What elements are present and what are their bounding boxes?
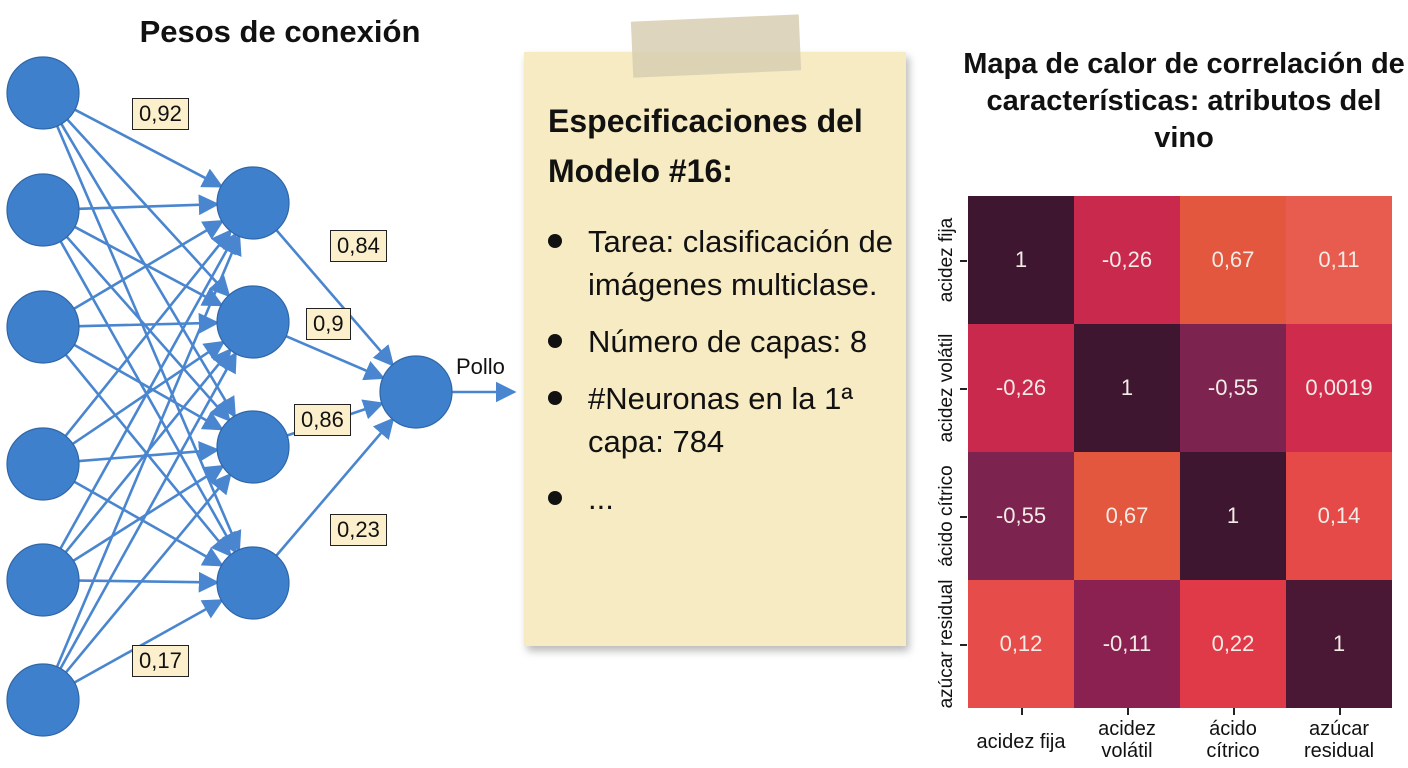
- heatmap-cell: 0,12: [968, 580, 1074, 708]
- heatmap-tick: [960, 516, 967, 518]
- heatmap-tick: [1339, 708, 1341, 715]
- heatmap-cell: -0,55: [968, 452, 1074, 580]
- weight-label: 0,17: [132, 645, 189, 677]
- heatmap-cell: 0,67: [1180, 196, 1286, 324]
- heatmap-col-label: ácido cítrico: [1173, 718, 1293, 762]
- connection-edge: [55, 233, 242, 668]
- connection-edge: [73, 599, 224, 684]
- heatmap-cell: 1: [1180, 452, 1286, 580]
- connection-edge: [74, 108, 224, 188]
- heatmap-col-label: acidez volátil: [1067, 718, 1187, 762]
- heatmap-tick: [960, 260, 967, 262]
- heatmap-col-label-text: azúcar residual: [1303, 718, 1375, 762]
- input-neuron: [6, 173, 80, 247]
- heatmap-cell: 0,22: [1180, 580, 1286, 708]
- hidden-neuron: [216, 285, 290, 359]
- heatmap-grid: 1 -0,26 0,67 0,11 -0,26 1 -0,55 0,0019 -0,55 0,67…: [968, 196, 1392, 708]
- heatmap-tick: [1233, 708, 1235, 715]
- connection-edge: [73, 480, 224, 567]
- connection-edge: [59, 351, 237, 670]
- connection-edge: [73, 219, 225, 310]
- heatmap-cell: 1: [1286, 580, 1392, 708]
- input-neuron: [6, 663, 80, 737]
- hidden-neuron: [216, 166, 290, 240]
- heatmap-cell: 0,11: [1286, 196, 1392, 324]
- list-item: Tarea: clasificación de imágenes multicl…: [544, 220, 894, 306]
- output-neuron: [379, 355, 453, 429]
- bullet-icon: [548, 391, 562, 405]
- weight-label: 0,9: [306, 308, 351, 340]
- heatmap-cell: 0,67: [1074, 452, 1180, 580]
- connection-edge: [78, 194, 220, 216]
- heatmap-tick: [1127, 708, 1129, 715]
- connection-edge: [78, 312, 220, 334]
- connection-edge: [275, 417, 395, 557]
- hidden-neuron: [216, 410, 290, 484]
- heatmap-tick: [960, 644, 967, 646]
- model-spec-note: Especificaciones del Modelo #16: Tarea: …: [524, 52, 906, 646]
- input-neuron: [6, 290, 80, 364]
- heatmap-col-label: acidez fija: [976, 731, 1066, 753]
- heatmap-cell: -0,26: [1074, 196, 1180, 324]
- weight-label: 0,92: [132, 98, 189, 130]
- weight-label: 0,84: [330, 230, 387, 262]
- connection-edge: [59, 240, 237, 554]
- connection-edge: [64, 229, 233, 437]
- heatmap-cell: 0,0019: [1286, 324, 1392, 452]
- heatmap-cell: 0,14: [1286, 452, 1392, 580]
- heatmap-title: Mapa de calor de correlación de caracter…: [963, 48, 1405, 154]
- heatmap-tick: [960, 388, 967, 390]
- list-item: #Neuronas en la 1ª capa: 784: [544, 377, 894, 463]
- connection-edge: [60, 123, 236, 419]
- connection-edge: [275, 229, 395, 367]
- connection-edge: [64, 472, 232, 674]
- bullet-icon: [548, 234, 562, 248]
- heatmap-col-label-text: acidez volátil: [1098, 718, 1156, 762]
- heatmap-tick: [1021, 708, 1023, 715]
- connection-edge: [285, 335, 386, 381]
- input-neuron: [6, 427, 80, 501]
- heatmap-col-label: azúcar residual: [1279, 718, 1399, 762]
- bullet-icon: [548, 491, 562, 505]
- heatmap-cell: -0,26: [968, 324, 1074, 452]
- connection-edge: [78, 571, 220, 593]
- spec-list: Tarea: clasificación de imágenes multicl…: [544, 220, 894, 534]
- connection-edge: [78, 441, 220, 463]
- input-neuron: [6, 56, 80, 130]
- connection-edge: [65, 236, 231, 423]
- heatmap-cell: 1: [1074, 324, 1180, 452]
- tape-strip: [630, 14, 802, 78]
- connection-edge: [59, 232, 237, 550]
- connection-edge: [73, 343, 225, 431]
- input-neuron: [6, 543, 80, 617]
- list-item: Número de capas: 8: [544, 320, 894, 363]
- heatmap-cell: 1: [968, 196, 1074, 324]
- heatmap-row-label: ácido cítrico: [936, 465, 957, 567]
- network-title: Pesos de conexión: [139, 14, 421, 49]
- weight-label: 0,23: [330, 514, 387, 546]
- heatmap-col-label-text: ácido cítrico: [1206, 718, 1260, 762]
- heatmap-cell: -0,11: [1074, 580, 1180, 708]
- heatmap-row-label: acidez fija: [936, 217, 957, 303]
- heatmap-row-label: acidez volátil: [936, 333, 957, 443]
- heatmap-cell: -0,55: [1180, 324, 1286, 452]
- note-title: Especificaciones del Modelo #16:: [548, 103, 863, 189]
- weight-label: 0,86: [294, 404, 351, 436]
- hidden-neuron: [216, 546, 290, 620]
- bullet-icon: [548, 334, 562, 348]
- output-label: Pollo: [456, 354, 505, 379]
- heatmap-row-label: azúcar residual: [936, 579, 957, 709]
- neural-network-diagram: [6, 56, 517, 737]
- list-item: ...: [544, 477, 894, 520]
